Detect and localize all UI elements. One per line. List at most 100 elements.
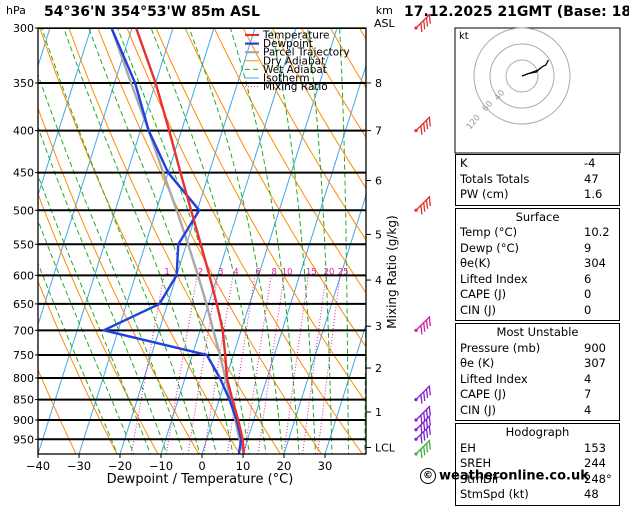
index-value: 244	[584, 456, 619, 472]
pressure-tick-label: 600	[13, 269, 34, 282]
wind-barb	[414, 386, 430, 404]
km-tick-label: 8	[375, 77, 382, 90]
km-tick-label: 1	[375, 406, 382, 419]
wind-barb	[414, 425, 430, 443]
wind-barb-flag	[427, 320, 428, 329]
dry-adiabat-line	[11, 28, 199, 454]
index-row: θe (K)307	[456, 356, 619, 372]
pressure-tick-label: 950	[13, 433, 34, 446]
index-value: 0	[584, 287, 619, 303]
index-row: Temp (°C)10.2	[456, 225, 619, 241]
pressure-tick-label: 400	[13, 125, 34, 138]
index-label: CIN (J)	[460, 303, 584, 319]
wind-barb-flag	[427, 409, 428, 418]
index-value: 6	[584, 272, 619, 288]
copyright-icon: ©	[420, 468, 436, 484]
index-label: StmSpd (kt)	[460, 487, 584, 503]
pressure-tick-label: 700	[13, 324, 34, 337]
pressure-unit-label: hPa	[6, 4, 26, 17]
index-row: StmSpd (kt)48	[456, 487, 619, 503]
isotherm-line	[0, 28, 9, 454]
wet-adiabat-line	[151, 28, 267, 458]
temp-tick-label: −20	[108, 459, 132, 473]
hodograph-unit-label: kt	[459, 31, 469, 42]
index-label: EH	[460, 441, 584, 457]
index-label: PW (cm)	[460, 187, 584, 203]
km-tick-label: 2	[375, 362, 382, 375]
mixing-ratio-axis-label: Mixing Ratio (g/kg)	[385, 215, 399, 328]
index-row: CAPE (J)0	[456, 287, 619, 303]
index-label: θe(K)	[460, 256, 584, 272]
pressure-tick-label: 500	[13, 204, 34, 217]
wind-barb-flag	[429, 197, 430, 206]
wind-barb-flag	[421, 449, 422, 458]
wind-barb-flag	[429, 386, 430, 395]
index-label: CAPE (J)	[460, 287, 584, 303]
wind-barb-flag	[421, 126, 422, 135]
wind-barb-dot	[414, 209, 417, 212]
index-value: 4	[584, 403, 619, 419]
mixing-ratio-line	[318, 275, 341, 454]
index-value: 304	[584, 256, 619, 272]
wind-barb-dot	[414, 26, 417, 29]
wind-barb	[414, 196, 430, 214]
wind-barb	[414, 316, 430, 334]
index-row: K-4	[456, 156, 619, 172]
wind-barb-flag	[421, 425, 422, 434]
km-tick-label: 3	[375, 320, 382, 333]
index-value: -4	[584, 156, 619, 172]
x-axis-label: Dewpoint / Temperature (°C)	[107, 472, 294, 486]
index-value: 10.2	[584, 225, 619, 241]
wind-barb-flag	[421, 395, 422, 404]
wet-adiabat-line	[42, 28, 201, 458]
mixing-ratio-line	[284, 275, 309, 454]
height-unit-label: km ASL	[374, 4, 395, 30]
index-value: 0	[584, 303, 619, 319]
pressure-tick-label: 300	[13, 22, 34, 35]
wind-barb-flag	[427, 429, 428, 438]
wind-barb-dot	[414, 418, 417, 421]
index-value: 47	[584, 172, 619, 188]
index-label: Totals Totals	[460, 172, 584, 188]
wind-barb-flag	[429, 426, 430, 435]
index-label: Pressure (mb)	[460, 341, 584, 357]
index-label: Lifted Index	[460, 372, 584, 388]
wind-barb-flag	[424, 20, 425, 29]
index-value: 1.6	[584, 187, 619, 203]
temp-tick-label: −10	[149, 459, 173, 473]
index-value: 48	[584, 487, 619, 503]
km-tick-label: 7	[375, 125, 382, 138]
wind-barb-flag	[427, 419, 428, 428]
mixing-ratio-line	[258, 275, 284, 454]
km-tick-label: LCL	[375, 441, 396, 454]
index-label: Dewp (°C)	[460, 241, 584, 257]
wind-barb	[414, 406, 430, 424]
wind-barb-flag	[421, 23, 422, 32]
wind-barb-flag	[421, 415, 422, 424]
wind-barb-flag	[424, 422, 425, 431]
wind-barb-flag	[429, 317, 430, 326]
index-row: PW (cm)1.6	[456, 187, 619, 203]
wind-barb-flag	[424, 446, 425, 455]
index-label: Lifted Index	[460, 272, 584, 288]
index-row: CAPE (J)7	[456, 387, 619, 403]
km-tick-label: 4	[375, 274, 382, 287]
index-value: 307	[584, 356, 619, 372]
section-title: Surface	[456, 210, 619, 226]
mixing-ratio-line	[245, 275, 272, 454]
temp-tick-label: −30	[67, 459, 91, 473]
pressure-tick-label: 350	[13, 77, 34, 90]
index-row: CIN (J)4	[456, 403, 619, 419]
parcel-trajectory-curve	[112, 28, 244, 454]
wind-barb-flag	[424, 432, 425, 441]
site-name: weatheronline.co.uk	[439, 469, 589, 484]
temp-tick-label: 20	[277, 459, 292, 473]
temp-tick-label: 10	[236, 459, 251, 473]
temp-tick-label: −40	[26, 459, 50, 473]
wind-barb-dot	[414, 129, 417, 132]
index-value: 7	[584, 387, 619, 403]
